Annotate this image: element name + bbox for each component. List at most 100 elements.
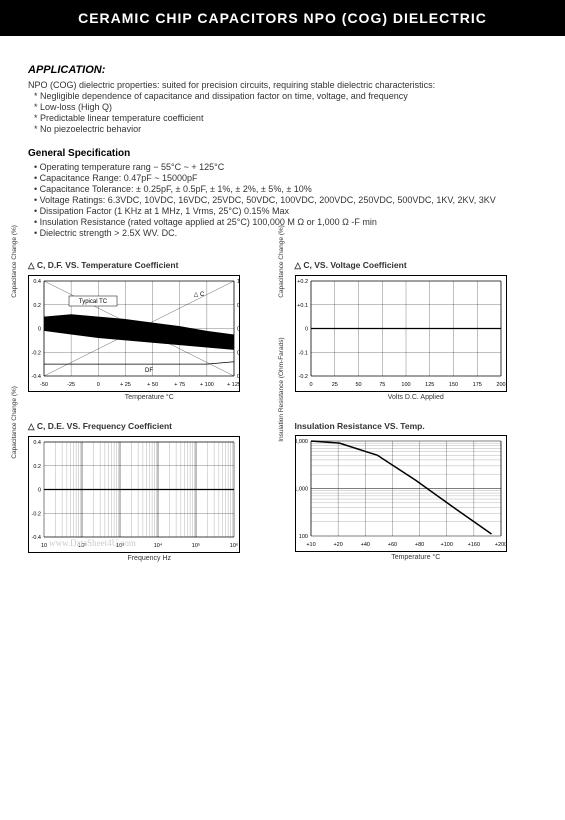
chart-svg: 0255075100125150175200-0.2-0.10+0.1+0.2	[296, 276, 506, 391]
svg-text:+100: +100	[440, 542, 452, 548]
svg-text:75: 75	[379, 382, 385, 388]
x-axis-label: Volts D.C. Applied	[295, 394, 538, 401]
app-bullet-text: Low-loss (High Q)	[40, 102, 112, 112]
svg-text:-0.1: -0.1	[298, 350, 307, 356]
app-bullet: * Low-loss (High Q)	[34, 102, 537, 112]
svg-text:100: 100	[298, 534, 307, 540]
app-bullet-text: Predictable linear temperature coefficie…	[40, 113, 203, 123]
svg-text:Typical TC: Typical TC	[79, 299, 108, 305]
x-axis-label: Temperature °C	[295, 554, 538, 561]
svg-text:0.4: 0.4	[237, 350, 239, 356]
svg-text:+40: +40	[360, 542, 369, 548]
spec-text: Dielectric strength > 2.5X WV. DC.	[40, 228, 177, 238]
svg-text:0: 0	[38, 488, 41, 494]
spec-item: • Capacitance Range: 0.47pF ~ 15000pF	[34, 173, 537, 183]
svg-text:DF: DF	[145, 368, 153, 374]
svg-text:0.2: 0.2	[237, 374, 239, 380]
y-axis-label: Capacitance Change (%)	[11, 386, 18, 459]
x-axis-label: Temperature °C	[28, 394, 271, 401]
svg-text:+20: +20	[333, 542, 342, 548]
svg-text:-0.4: -0.4	[32, 374, 41, 380]
svg-text:0.2: 0.2	[33, 303, 41, 309]
spec-text: Capacitance Tolerance: ± 0.25pF, ± 0.5pF…	[40, 184, 312, 194]
svg-text:1,000: 1,000	[296, 487, 308, 493]
svg-text:10⁶: 10⁶	[230, 542, 238, 549]
svg-text:1: 1	[237, 279, 239, 285]
svg-text:-0.2: -0.2	[32, 350, 41, 356]
svg-text:10⁴: 10⁴	[154, 542, 163, 549]
chart-voltage-coeff: △ C, VS. Voltage Coefficient Capacitance…	[295, 260, 538, 401]
svg-text:+ 100: + 100	[200, 382, 214, 388]
svg-text:0: 0	[304, 327, 307, 333]
chart-svg: +10+20+40+60+80+100+160+2001001,00010,00…	[296, 436, 506, 551]
watermark-text: www.DataSheet4U.com	[49, 538, 136, 548]
svg-text:0: 0	[97, 382, 100, 388]
svg-text:175: 175	[472, 382, 481, 388]
svg-text:0.8: 0.8	[237, 303, 239, 309]
svg-text:-0.4: -0.4	[32, 535, 41, 541]
chart-canvas: Capacitance Change (%) 02550751001251501…	[295, 275, 507, 392]
svg-text:10⁵: 10⁵	[192, 542, 200, 549]
svg-text:△ C: △ C	[194, 292, 205, 298]
svg-text:50: 50	[355, 382, 361, 388]
svg-text:-50: -50	[40, 382, 48, 388]
app-bullet-text: No piezoelectric behavior	[40, 124, 141, 134]
app-bullet-text: Negligible dependence of capacitance and…	[40, 91, 408, 101]
svg-text:125: 125	[425, 382, 434, 388]
spec-item: • Voltage Ratings: 6.3VDC, 10VDC, 16VDC,…	[34, 195, 537, 205]
chart-svg: 1010²10³10⁴10⁵10⁶-0.4-0.200.20.4	[29, 437, 239, 552]
svg-text:+160: +160	[467, 542, 479, 548]
svg-text:+ 75: + 75	[174, 382, 185, 388]
genspec-heading: General Specification	[28, 148, 537, 159]
svg-text:+ 50: + 50	[147, 382, 158, 388]
spec-item: • Insulation Resistance (rated voltage a…	[34, 217, 537, 227]
svg-text:150: 150	[448, 382, 457, 388]
app-bullet: * Negligible dependence of capacitance a…	[34, 91, 537, 101]
svg-text:0: 0	[309, 382, 312, 388]
svg-text:+ 25: + 25	[120, 382, 131, 388]
svg-text:0: 0	[38, 327, 41, 333]
svg-text:0.2: 0.2	[33, 464, 41, 470]
app-bullet: * Predictable linear temperature coeffic…	[34, 113, 537, 123]
spec-text: Voltage Ratings: 6.3VDC, 10VDC, 16VDC, 2…	[40, 195, 496, 205]
app-bullet: * No piezoelectric behavior	[34, 124, 537, 134]
svg-text:0.6: 0.6	[237, 327, 239, 333]
svg-text:0.4: 0.4	[33, 440, 41, 446]
svg-text:10: 10	[41, 543, 47, 549]
svg-text:+ 125: + 125	[227, 382, 239, 388]
content: APPLICATION: NPO (COG) dielectric proper…	[0, 36, 565, 572]
svg-text:+200: +200	[494, 542, 505, 548]
chart-canvas: Capacitance Change (%) Typical TC△ CDF-5…	[28, 275, 240, 392]
svg-text:-25: -25	[67, 382, 75, 388]
svg-text:+80: +80	[414, 542, 423, 548]
spec-text: Dissipation Factor (1 KHz at 1 MHz, 1 Vr…	[40, 206, 289, 216]
spec-item: • Capacitance Tolerance: ± 0.25pF, ± 0.5…	[34, 184, 537, 194]
page-banner: CERAMIC CHIP CAPACITORS NPO (COG) DIELEC…	[0, 0, 565, 36]
chart-svg: Typical TC △ C DF -50 -25 0 + 25 + 50 + 75 + 100 +…	[29, 276, 239, 391]
spec-text: Operating temperature rang − 55°C ~ + 12…	[40, 162, 225, 172]
chart-title: △ C, D.E. VS. Frequency Coefficient	[28, 421, 271, 432]
svg-text:200: 200	[496, 382, 505, 388]
application-intro: NPO (COG) dielectric properties: suited …	[28, 80, 537, 90]
chart-canvas: Capacitance Change (%) 1010²10³10⁴10⁵10⁶…	[28, 436, 240, 553]
spec-text: Insulation Resistance (rated voltage app…	[40, 217, 377, 227]
spec-text: Capacitance Range: 0.47pF ~ 15000pF	[40, 173, 198, 183]
chart-temp-coeff: △ C, D.F. VS. Temperature Coefficient Ca…	[28, 260, 271, 401]
y-axis-label: Capacitance Change (%)	[11, 225, 18, 298]
chart-canvas: Insulation Resistance (Ohm-Farads) +10+2…	[295, 435, 507, 552]
chart-title: △ C, D.F. VS. Temperature Coefficient	[28, 260, 271, 271]
y-axis-label: Insulation Resistance (Ohm-Farads)	[278, 337, 285, 441]
chart-freq-coeff: △ C, D.E. VS. Frequency Coefficient Capa…	[28, 421, 271, 562]
svg-text:+0.2: +0.2	[297, 279, 308, 285]
x-axis-label: Frequency Hz	[28, 555, 271, 562]
spec-item: • Operating temperature rang − 55°C ~ + …	[34, 162, 537, 172]
svg-text:+0.1: +0.1	[297, 303, 308, 309]
svg-text:10,000: 10,000	[296, 439, 308, 445]
chart-title: Insulation Resistance VS. Temp.	[295, 421, 538, 431]
chart-title: △ C, VS. Voltage Coefficient	[295, 260, 538, 271]
svg-text:+60: +60	[387, 542, 396, 548]
y-axis-label: Capacitance Change (%)	[278, 225, 285, 298]
spec-item: • Dissipation Factor (1 KHz at 1 MHz, 1 …	[34, 206, 537, 216]
svg-text:-0.2: -0.2	[298, 374, 307, 380]
chart-insulation-resistance: Insulation Resistance VS. Temp. Insulati…	[295, 421, 538, 562]
